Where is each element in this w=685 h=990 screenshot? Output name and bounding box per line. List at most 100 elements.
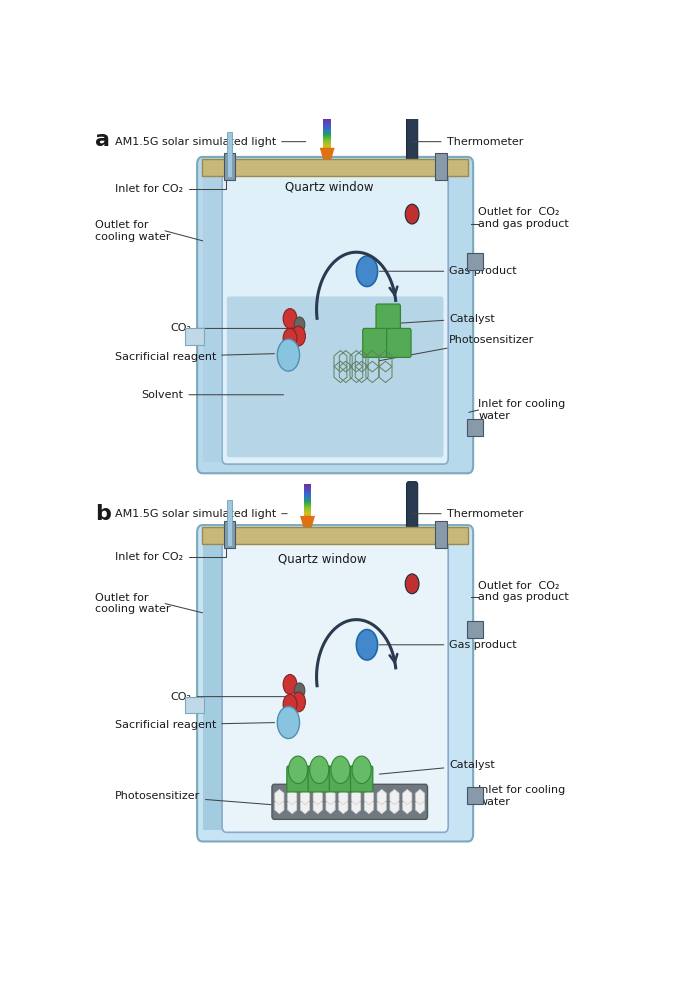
Bar xyxy=(323,123,331,125)
Bar xyxy=(304,523,311,524)
Text: Gas product: Gas product xyxy=(379,640,517,649)
Bar xyxy=(323,145,331,147)
Bar xyxy=(203,528,468,545)
Bar xyxy=(304,489,311,491)
FancyBboxPatch shape xyxy=(308,766,330,792)
Polygon shape xyxy=(339,799,348,814)
Bar xyxy=(304,503,311,505)
Text: Quartz window: Quartz window xyxy=(277,552,366,566)
Text: Outlet for  CO₂
and gas product: Outlet for CO₂ and gas product xyxy=(478,580,569,602)
Bar xyxy=(304,486,311,488)
Bar xyxy=(203,168,221,461)
Text: Photosensitizer: Photosensitizer xyxy=(379,335,534,360)
Circle shape xyxy=(356,256,377,286)
Polygon shape xyxy=(288,789,297,805)
FancyBboxPatch shape xyxy=(287,766,309,792)
Bar xyxy=(304,520,311,521)
Polygon shape xyxy=(313,799,323,814)
Circle shape xyxy=(283,309,297,329)
Polygon shape xyxy=(416,789,425,805)
Polygon shape xyxy=(313,789,323,805)
Bar xyxy=(227,132,232,177)
Text: Thermometer: Thermometer xyxy=(412,509,523,519)
Circle shape xyxy=(283,329,297,348)
FancyBboxPatch shape xyxy=(197,525,473,842)
Bar xyxy=(323,141,331,143)
Circle shape xyxy=(331,756,350,783)
Text: Outlet for  CO₂
and gas product: Outlet for CO₂ and gas product xyxy=(478,207,569,229)
Bar xyxy=(304,490,311,492)
Bar xyxy=(304,511,311,513)
Bar xyxy=(305,524,310,535)
Bar xyxy=(435,522,447,548)
Text: Inlet for CO₂: Inlet for CO₂ xyxy=(115,540,226,562)
Circle shape xyxy=(277,707,299,739)
Bar xyxy=(323,137,331,139)
Text: Sacrificial reagent: Sacrificial reagent xyxy=(115,351,275,361)
Bar xyxy=(325,155,329,166)
Bar xyxy=(304,522,311,523)
Polygon shape xyxy=(403,799,412,814)
Text: a: a xyxy=(95,131,110,150)
Circle shape xyxy=(406,574,419,594)
Bar xyxy=(304,484,311,486)
Polygon shape xyxy=(275,789,284,805)
Text: Catalyst: Catalyst xyxy=(379,760,495,774)
Circle shape xyxy=(283,674,297,694)
Polygon shape xyxy=(364,799,373,814)
Polygon shape xyxy=(301,789,310,805)
Text: AM1.5G solar simulated light: AM1.5G solar simulated light xyxy=(115,509,287,519)
Bar xyxy=(304,502,311,504)
Bar xyxy=(323,153,331,155)
Polygon shape xyxy=(403,789,412,805)
Bar xyxy=(323,154,331,156)
Text: Inlet for CO₂: Inlet for CO₂ xyxy=(115,169,226,194)
Bar xyxy=(323,120,331,122)
Bar xyxy=(323,142,331,144)
Text: Catalyst: Catalyst xyxy=(379,314,495,325)
Polygon shape xyxy=(416,799,425,814)
Bar xyxy=(304,506,311,508)
Bar xyxy=(323,138,331,140)
Text: CO₂: CO₂ xyxy=(171,692,295,702)
Text: Inlet for cooling
water: Inlet for cooling water xyxy=(478,399,566,421)
Text: Solvent: Solvent xyxy=(141,390,284,400)
Bar xyxy=(304,499,311,501)
Circle shape xyxy=(295,317,305,333)
Bar xyxy=(203,159,468,176)
Bar xyxy=(304,504,311,506)
Text: Outlet for
cooling water: Outlet for cooling water xyxy=(95,220,171,242)
Bar xyxy=(304,505,311,507)
Bar xyxy=(323,152,331,154)
Bar xyxy=(227,500,232,545)
Bar xyxy=(304,492,311,494)
Text: b: b xyxy=(95,504,111,524)
Bar xyxy=(323,155,331,156)
Polygon shape xyxy=(300,516,315,542)
Bar xyxy=(186,697,204,714)
Bar xyxy=(304,498,311,500)
Bar xyxy=(304,497,311,499)
Bar xyxy=(323,150,331,152)
Polygon shape xyxy=(301,799,310,814)
Bar xyxy=(304,515,311,517)
Bar xyxy=(304,500,311,502)
Bar xyxy=(304,517,311,519)
Bar xyxy=(323,147,331,148)
Bar xyxy=(304,487,311,489)
Bar xyxy=(304,512,311,514)
FancyBboxPatch shape xyxy=(222,163,448,464)
Bar xyxy=(323,128,331,130)
Circle shape xyxy=(283,694,297,714)
Circle shape xyxy=(356,630,377,660)
Polygon shape xyxy=(275,799,284,814)
Bar xyxy=(304,494,311,496)
Bar xyxy=(466,253,483,270)
Bar xyxy=(323,133,331,134)
FancyBboxPatch shape xyxy=(272,784,427,820)
Bar xyxy=(323,149,331,151)
Bar xyxy=(323,126,331,128)
Bar xyxy=(323,148,331,150)
Polygon shape xyxy=(351,799,361,814)
Bar xyxy=(304,485,311,487)
